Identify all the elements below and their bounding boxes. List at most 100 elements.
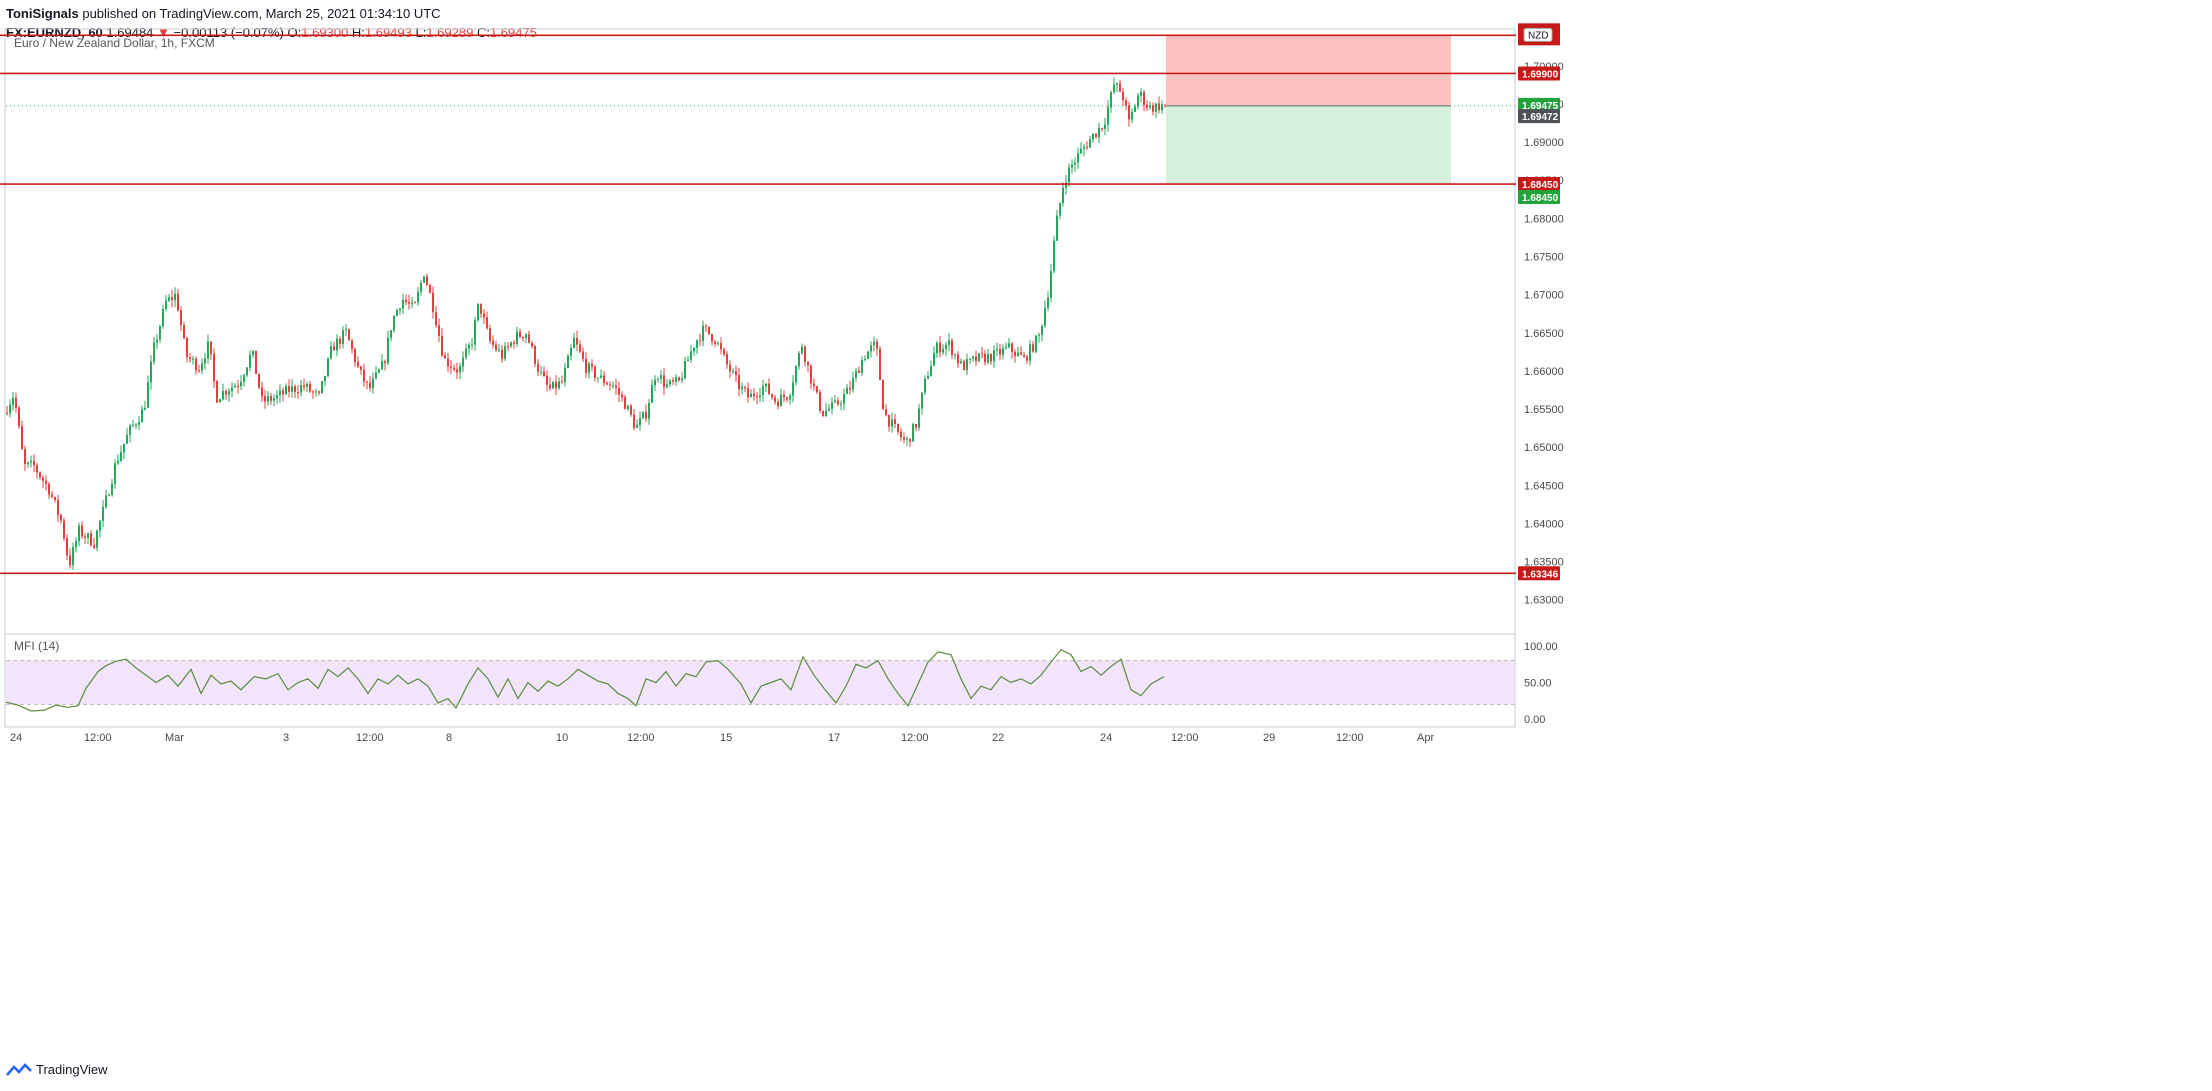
candle-body[interactable] [432,292,434,313]
candle-body[interactable] [801,346,803,354]
candle-body[interactable] [405,299,407,303]
candle-body[interactable] [1146,104,1148,108]
candle-body[interactable] [288,385,290,392]
candle-body[interactable] [84,536,86,538]
candle-body[interactable] [618,387,620,395]
candle-body[interactable] [840,403,842,405]
candle-body[interactable] [81,525,83,537]
candle-body[interactable] [363,369,365,382]
candle-body[interactable] [1134,106,1136,112]
candle-body[interactable] [1137,95,1139,107]
candle-body[interactable] [135,424,137,426]
candle-body[interactable] [714,341,716,345]
candle-body[interactable] [975,356,977,362]
candle-body[interactable] [582,351,584,359]
candle-body[interactable] [795,366,797,383]
candle-body[interactable] [570,348,572,356]
candle-body[interactable] [66,538,68,556]
candle-body[interactable] [318,391,320,393]
candle-body[interactable] [1023,355,1025,357]
candle-body[interactable] [867,351,869,359]
candle-body[interactable] [327,358,329,376]
candle-body[interactable] [1056,215,1058,241]
candle-body[interactable] [1161,104,1163,111]
candle-body[interactable] [1086,146,1088,148]
candle-body[interactable] [531,342,533,347]
candle-body[interactable] [189,357,191,359]
candle-body[interactable] [687,359,689,362]
candle-body[interactable] [156,339,158,343]
candle-body[interactable] [891,419,893,427]
candle-body[interactable] [267,396,269,402]
candle-body[interactable] [822,410,824,416]
candle-body[interactable] [804,346,806,362]
candle-body[interactable] [744,386,746,389]
candle-body[interactable] [690,351,692,360]
candle-body[interactable] [228,391,230,395]
candle-body[interactable] [549,384,551,389]
candle-body[interactable] [249,354,251,368]
candle-body[interactable] [672,380,674,382]
candle-body[interactable] [606,383,608,385]
candle-body[interactable] [435,312,437,326]
candle-body[interactable] [1041,325,1043,335]
candle-body[interactable] [669,380,671,385]
candle-body[interactable] [72,547,74,566]
candle-body[interactable] [513,342,515,344]
candle-body[interactable] [522,336,524,339]
candle-body[interactable] [195,358,197,371]
candle-body[interactable] [834,400,836,403]
candle-body[interactable] [1155,103,1157,112]
candle-body[interactable] [240,381,242,387]
candle-body[interactable] [732,371,734,373]
candle-body[interactable] [36,465,38,473]
candle-body[interactable] [492,340,494,345]
candle-body[interactable] [1098,127,1100,138]
candle-body[interactable] [501,349,503,359]
candle-body[interactable] [165,300,167,309]
candle-body[interactable] [438,325,440,336]
candle-body[interactable] [915,424,917,428]
candle-body[interactable] [1089,139,1091,148]
candle-body[interactable] [1029,344,1031,361]
candle-body[interactable] [345,329,347,331]
candle-body[interactable] [384,361,386,364]
candle-body[interactable] [108,495,110,497]
candle-body[interactable] [393,316,395,331]
candle-body[interactable] [450,366,452,368]
candle-body[interactable] [297,392,299,394]
candle-body[interactable] [381,361,383,370]
candle-body[interactable] [342,330,344,344]
candle-body[interactable] [1065,182,1067,188]
candle-body[interactable] [1017,352,1019,357]
candle-body[interactable] [123,443,125,453]
candle-body[interactable] [993,350,995,362]
candle-body[interactable] [987,353,989,363]
candle-body[interactable] [588,363,590,373]
candle-body[interactable] [360,366,362,370]
candle-body[interactable] [1107,107,1109,125]
candle-body[interactable] [810,365,812,384]
candle-body[interactable] [33,461,35,466]
candle-body[interactable] [633,414,635,428]
candle-body[interactable] [396,310,398,317]
candle-body[interactable] [9,404,11,414]
candle-body[interactable] [120,452,122,461]
candle-body[interactable] [621,394,623,398]
candle-body[interactable] [924,378,926,393]
candle-body[interactable] [333,346,335,351]
candle-body[interactable] [357,362,359,367]
candle-body[interactable] [879,348,881,381]
candle-body[interactable] [534,346,536,364]
candle-body[interactable] [60,514,62,521]
candle-body[interactable] [852,377,854,390]
candle-body[interactable] [126,434,128,444]
candle-body[interactable] [87,533,89,538]
candle-body[interactable] [576,338,578,345]
candle-body[interactable] [1113,84,1115,93]
candle-body[interactable] [912,424,914,442]
take-profit-zone[interactable] [1166,105,1451,185]
candle-body[interactable] [927,376,929,379]
candle-body[interactable] [651,385,653,403]
